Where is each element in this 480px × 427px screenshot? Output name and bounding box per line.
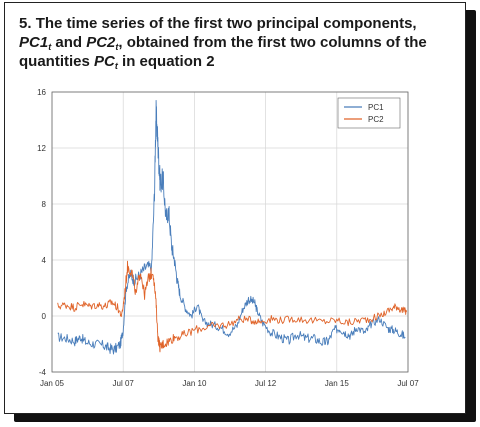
plot-frame xyxy=(51,91,409,373)
y-tick-label: 16 xyxy=(37,88,46,97)
pc-subscript: t xyxy=(114,61,118,71)
legend-label-pc1: PC1 xyxy=(368,103,384,112)
pc2-symbol: PC2 xyxy=(86,34,116,51)
figure-card: 5. The time series of the first two prin… xyxy=(4,2,466,414)
pc1-subscript: t xyxy=(48,42,52,52)
x-tick-label: Jan 10 xyxy=(182,379,207,388)
legend-box xyxy=(337,97,401,129)
and-word: and xyxy=(55,34,83,51)
y-tick-label: 8 xyxy=(42,200,47,209)
pc2-series-line xyxy=(57,260,408,353)
title-part-2: , obtained from the first two columns of… xyxy=(118,34,427,51)
title-part-3: quantities xyxy=(19,53,90,70)
title-part-4: in equation 2 xyxy=(122,53,215,70)
pc1-symbol: PC1 xyxy=(19,34,49,51)
figure-title: 5. The time series of the first two prin… xyxy=(19,14,459,71)
legend-label-pc2: PC2 xyxy=(368,115,384,124)
y-tick-label: 0 xyxy=(42,312,47,321)
pc1-series-line xyxy=(57,99,406,355)
y-tick-label: -4 xyxy=(39,368,47,377)
pc-symbol: PC xyxy=(94,53,115,70)
x-tick-label: Jul 12 xyxy=(255,379,277,388)
x-tick-label: Jan 05 xyxy=(40,379,65,388)
x-tick-label: Jul 07 xyxy=(113,379,135,388)
figure-number: 5. xyxy=(19,15,32,32)
pc2-subscript: t xyxy=(115,42,119,52)
y-tick-label: 4 xyxy=(42,256,47,265)
title-part-1: The time series of the first two princip… xyxy=(35,15,417,32)
y-tick-label: 12 xyxy=(37,144,46,153)
x-tick-label: Jul 07 xyxy=(397,379,419,388)
x-tick-label: Jan 15 xyxy=(325,379,350,388)
